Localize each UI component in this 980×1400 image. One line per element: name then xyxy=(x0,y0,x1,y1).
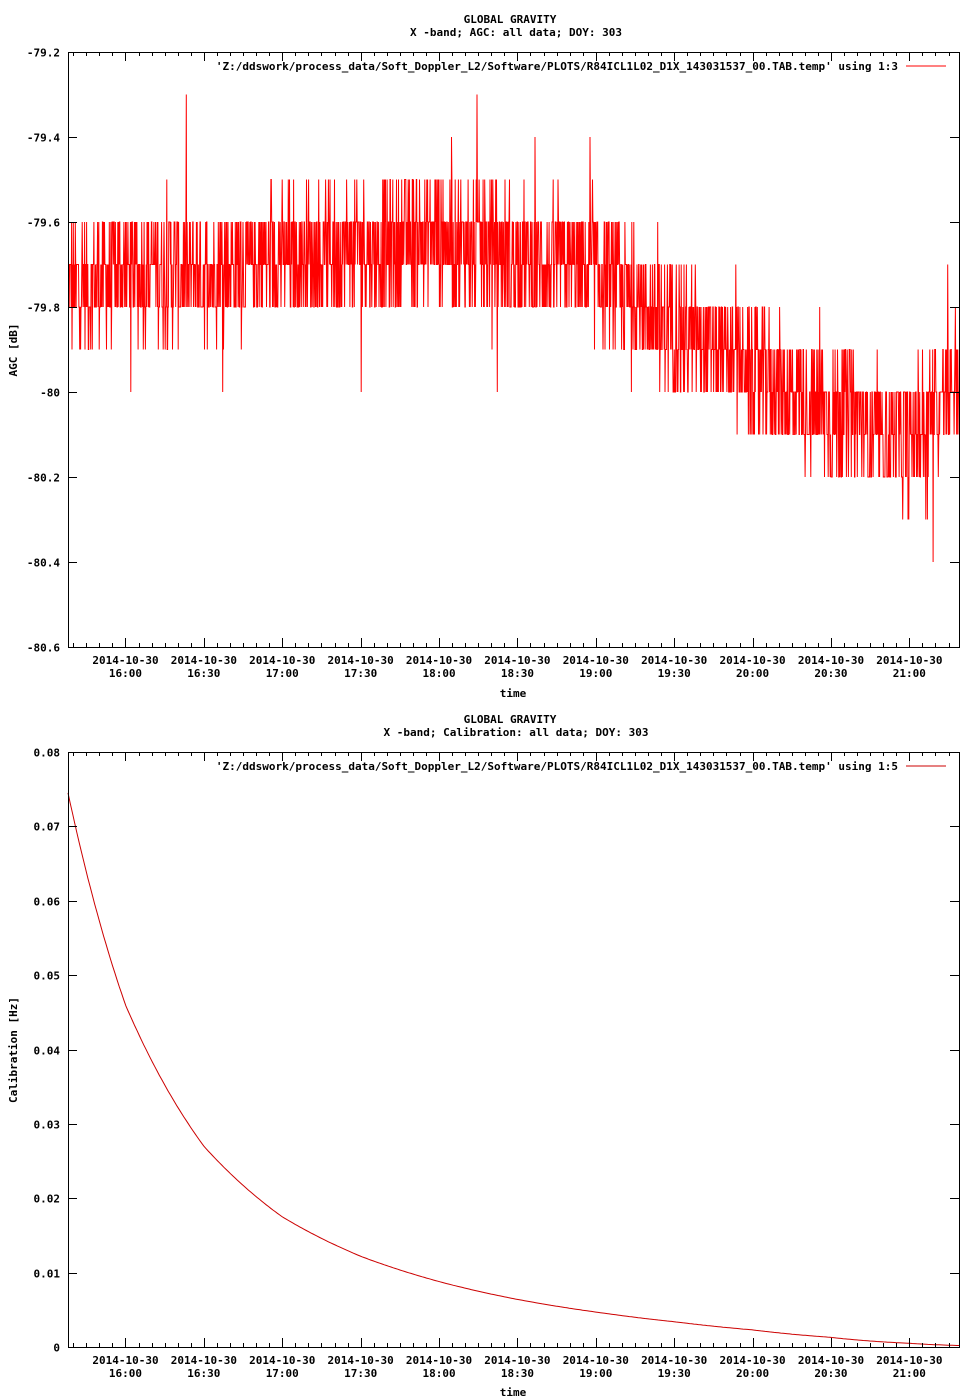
calibration-xtick-date: 2014-10-30 xyxy=(171,1354,237,1367)
calibration-xtick-time: 19:30 xyxy=(658,1367,691,1380)
agc-xtick-time: 18:00 xyxy=(422,667,455,680)
calibration-ytick-label: 0.01 xyxy=(34,1268,61,1281)
agc-xtick-date: 2014-10-30 xyxy=(406,654,472,667)
calibration-xtick-date: 2014-10-30 xyxy=(92,1354,158,1367)
agc-xtick-time: 20:00 xyxy=(736,667,769,680)
agc-plot-title: GLOBAL GRAVITY xyxy=(464,13,557,26)
agc-plot: GLOBAL GRAVITY X -band; AGC: all data; D… xyxy=(7,13,960,700)
agc-x-ticks: 2014-10-3016:002014-10-3016:302014-10-30… xyxy=(73,52,950,680)
agc-xtick-time: 18:30 xyxy=(501,667,534,680)
calibration-ytick-label: 0.05 xyxy=(34,970,61,983)
agc-plot-subtitle: X -band; AGC: all data; DOY: 303 xyxy=(410,26,622,39)
calibration-ytick-label: 0.08 xyxy=(34,747,61,760)
agc-series-layer xyxy=(68,94,960,563)
agc-ytick-label: -79.8 xyxy=(27,302,60,315)
calibration-y-axis-label: Calibration [Hz] xyxy=(7,997,20,1103)
calibration-xtick-date: 2014-10-30 xyxy=(876,1354,942,1367)
calibration-ytick-label: 0 xyxy=(53,1342,60,1355)
agc-xtick-time: 16:30 xyxy=(187,667,220,680)
calibration-y-ticks: 0.08 0.07 0.06 0.05 0.04 0.03 0.02 0.01 0 xyxy=(34,747,959,1355)
calibration-xtick-time: 21:00 xyxy=(893,1367,926,1380)
calibration-xtick-time: 20:30 xyxy=(814,1367,847,1380)
calibration-xtick-time: 18:00 xyxy=(422,1367,455,1380)
calibration-x-ticks: 2014-10-3016:002014-10-3016:302014-10-30… xyxy=(73,752,950,1380)
agc-ytick-label: -80.6 xyxy=(27,642,60,655)
calibration-xtick-date: 2014-10-30 xyxy=(798,1354,864,1367)
agc-xtick-time: 19:30 xyxy=(658,667,691,680)
agc-xtick-date: 2014-10-30 xyxy=(719,654,785,667)
calibration-ytick-label: 0.06 xyxy=(34,896,61,909)
calibration-xtick-time: 20:00 xyxy=(736,1367,769,1380)
agc-xtick-date: 2014-10-30 xyxy=(171,654,237,667)
calibration-xtick-date: 2014-10-30 xyxy=(406,1354,472,1367)
agc-ytick-label: -80.2 xyxy=(27,472,60,485)
calibration-ytick-label: 0.07 xyxy=(34,821,61,834)
calibration-ytick-label: 0.03 xyxy=(34,1119,61,1132)
agc-y-axis-label: AGC [dB] xyxy=(7,324,20,377)
calibration-xtick-time: 17:30 xyxy=(344,1367,377,1380)
calibration-ytick-label: 0.04 xyxy=(34,1045,61,1058)
agc-xtick-date: 2014-10-30 xyxy=(484,654,550,667)
agc-ytick-label: -80 xyxy=(40,387,60,400)
agc-plot-frame xyxy=(68,52,960,648)
calibration-plot: GLOBAL GRAVITY X -band; Calibration: all… xyxy=(7,713,960,1399)
calibration-xtick-date: 2014-10-30 xyxy=(328,1354,394,1367)
calibration-legend-label: 'Z:/ddswork/process_data/Soft_Doppler_L2… xyxy=(216,760,898,773)
agc-xtick-time: 20:30 xyxy=(814,667,847,680)
agc-series-line xyxy=(68,94,960,563)
calibration-plot-title: GLOBAL GRAVITY xyxy=(464,713,557,726)
calibration-plot-subtitle: X -band; Calibration: all data; DOY: 303 xyxy=(384,726,649,739)
agc-xtick-date: 2014-10-30 xyxy=(876,654,942,667)
agc-ytick-label: -80.4 xyxy=(27,557,60,570)
agc-ytick-label: -79.4 xyxy=(27,132,60,145)
agc-xtick-time: 19:00 xyxy=(579,667,612,680)
calibration-plot-frame xyxy=(68,752,960,1348)
agc-xtick-date: 2014-10-30 xyxy=(798,654,864,667)
agc-xtick-date: 2014-10-30 xyxy=(563,654,629,667)
agc-xtick-date: 2014-10-30 xyxy=(641,654,707,667)
calibration-ytick-label: 0.02 xyxy=(34,1193,61,1206)
agc-ytick-label: -79.2 xyxy=(27,47,60,60)
calibration-xtick-time: 17:00 xyxy=(266,1367,299,1380)
agc-xtick-date: 2014-10-30 xyxy=(328,654,394,667)
agc-y-ticks: -79.2 -79.4 -79.6 -79.8 -80 -80.2 -80.4 -80.6 xyxy=(27,47,959,655)
agc-x-axis-label: time xyxy=(500,687,527,700)
calibration-xtick-time: 16:30 xyxy=(187,1367,220,1380)
agc-xtick-date: 2014-10-30 xyxy=(249,654,315,667)
calibration-xtick-time: 16:00 xyxy=(109,1367,142,1380)
calibration-xtick-date: 2014-10-30 xyxy=(484,1354,550,1367)
calibration-xtick-date: 2014-10-30 xyxy=(719,1354,785,1367)
calibration-x-axis-label: time xyxy=(500,1386,527,1399)
calibration-series-layer xyxy=(67,792,959,1346)
agc-xtick-time: 17:00 xyxy=(266,667,299,680)
calibration-xtick-time: 18:30 xyxy=(501,1367,534,1380)
agc-legend-label: 'Z:/ddswork/process_data/Soft_Doppler_L2… xyxy=(216,60,898,73)
calibration-xtick-date: 2014-10-30 xyxy=(249,1354,315,1367)
calibration-xtick-time: 19:00 xyxy=(579,1367,612,1380)
agc-ytick-label: -79.6 xyxy=(27,217,60,230)
calibration-xtick-date: 2014-10-30 xyxy=(641,1354,707,1367)
calibration-series-line xyxy=(67,792,959,1346)
agc-xtick-time: 17:30 xyxy=(344,667,377,680)
agc-xtick-time: 21:00 xyxy=(893,667,926,680)
agc-xtick-time: 16:00 xyxy=(109,667,142,680)
calibration-xtick-date: 2014-10-30 xyxy=(563,1354,629,1367)
agc-xtick-date: 2014-10-30 xyxy=(92,654,158,667)
